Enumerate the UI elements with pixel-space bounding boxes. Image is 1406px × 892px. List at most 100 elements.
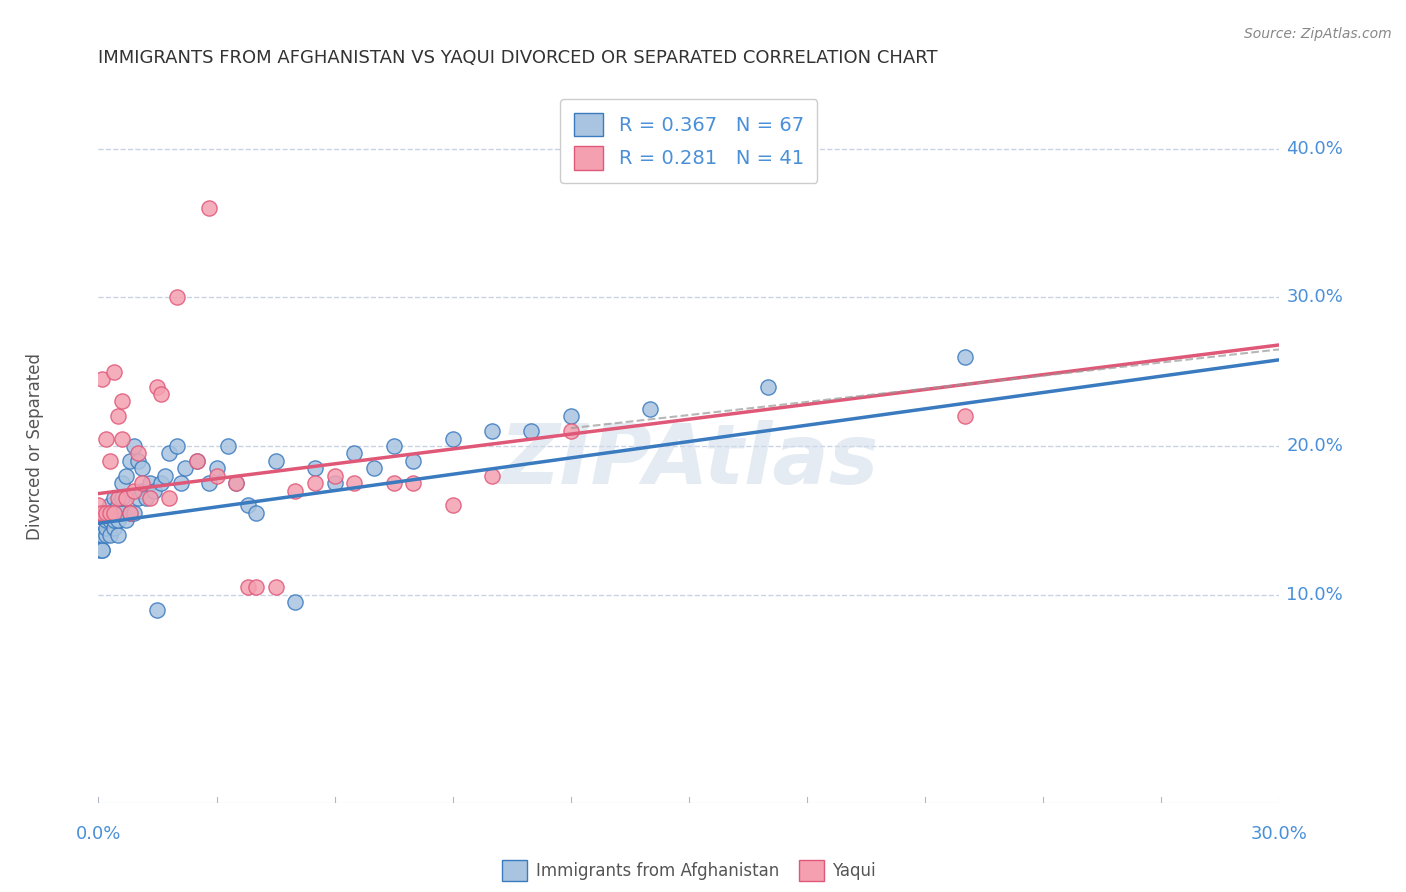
Point [245,506,267,520]
Point [205,461,228,475]
Point [142,483,165,498]
Point [402,476,425,491]
Point [481,424,503,438]
Point [103,521,125,535]
Text: ZIPAtlas: ZIPAtlas [499,420,879,500]
Point [245,580,267,594]
Point [87,543,110,558]
Point [111,394,134,409]
Text: 0.0%: 0.0% [76,825,121,843]
Point [107,499,129,513]
Point [91,543,114,558]
Point [157,491,180,505]
Point [122,483,145,498]
Point [103,506,125,520]
Point [91,506,114,520]
Point [520,424,543,438]
Point [87,528,110,542]
Point [382,476,405,491]
Point [98,528,121,542]
Point [382,439,405,453]
Point [91,528,114,542]
Point [225,476,247,491]
Point [96,528,118,542]
Point [118,506,141,520]
Point [225,476,247,491]
Point [284,595,307,609]
Point [560,424,582,438]
Point [186,454,208,468]
Point [91,506,114,520]
Point [111,491,134,505]
Point [103,506,125,520]
Point [96,506,118,520]
Point [560,409,582,424]
Point [343,446,366,460]
Text: 30.0%: 30.0% [1286,288,1343,306]
Point [146,602,169,616]
Point [304,476,326,491]
Point [111,506,134,520]
Point [96,506,118,520]
Point [402,454,425,468]
Point [174,461,197,475]
Point [217,439,239,453]
Point [107,409,129,424]
Point [127,446,149,460]
Point [98,513,121,527]
Text: 20.0%: 20.0% [1286,437,1343,455]
Point [96,432,118,446]
Text: 40.0%: 40.0% [1286,140,1343,158]
Point [98,506,121,520]
Point [138,491,160,505]
Point [150,476,173,491]
Point [127,454,149,468]
Point [111,432,134,446]
Point [103,491,125,505]
Point [205,468,228,483]
Text: Source: ZipAtlas.com: Source: ZipAtlas.com [1244,27,1392,41]
Point [98,506,121,520]
Point [91,372,114,386]
Point [323,476,346,491]
Point [118,506,141,520]
Point [135,491,157,505]
Point [127,491,149,505]
Point [197,476,219,491]
Point [953,350,976,364]
Point [264,580,287,594]
Point [157,446,180,460]
Point [343,476,366,491]
Point [264,454,287,468]
Point [131,476,153,491]
Point [107,491,129,505]
Text: 30.0%: 30.0% [1251,825,1308,843]
Point [131,461,153,475]
Point [103,513,125,527]
Point [363,461,385,475]
Point [131,483,153,498]
Point [87,499,110,513]
Point [323,468,346,483]
Point [107,528,129,542]
Point [138,476,160,491]
Point [441,432,464,446]
Point [197,201,219,215]
Point [481,468,503,483]
Point [111,476,134,491]
Point [122,506,145,520]
Point [170,476,193,491]
Point [441,499,464,513]
Point [115,491,138,505]
Point [304,461,326,475]
Point [150,387,173,401]
Point [96,521,118,535]
Point [166,439,188,453]
Point [98,499,121,513]
Text: 10.0%: 10.0% [1286,586,1343,604]
Point [236,580,259,594]
Point [155,468,177,483]
Point [284,483,307,498]
Point [115,468,138,483]
Point [122,439,145,453]
